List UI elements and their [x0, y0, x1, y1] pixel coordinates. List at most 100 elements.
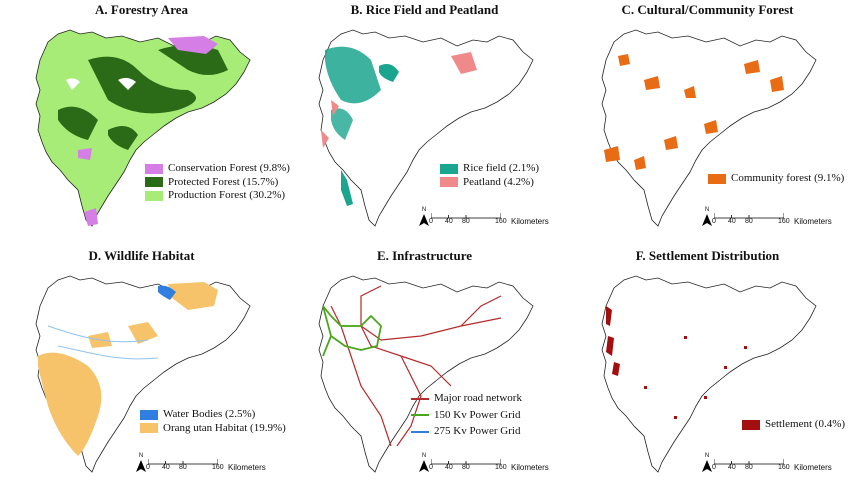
legend-item-protected-forest: Protected Forest (15.7%) — [145, 176, 290, 190]
scale-tick-label: 0 — [146, 464, 150, 471]
north-arrow: N — [700, 453, 714, 475]
scale-unit: Kilometers — [511, 217, 549, 226]
panel-infrastructure: E. Infrastructure Major road network 150… — [283, 246, 566, 491]
scale-bar: N 0 40 80 160 Kilometers — [700, 453, 850, 477]
legend-item-settlement: Settlement (0.4%) — [742, 418, 845, 432]
scale-ticks — [431, 213, 501, 219]
legend-swatch — [440, 163, 458, 174]
scale-tick-label: 160 — [495, 218, 507, 225]
legend-item-community-forest: Community forest (9.1%) — [708, 172, 844, 186]
panel-title: D. Wildlife Habitat — [88, 248, 195, 263]
legend: Rice field (2.1%) Peatland (4.2%) — [440, 162, 539, 189]
legend-label: Protected Forest (15.7%) — [168, 175, 279, 188]
legend-item-peatland: Peatland (4.2%) — [440, 176, 539, 190]
scale-labels: 0 40 80 160 — [427, 464, 509, 472]
legend-item-conservation-forest: Conservation Forest (9.8%) — [145, 162, 290, 176]
legend-item-major-road-network: Major road network — [411, 392, 522, 406]
north-arrow-icon — [702, 214, 712, 226]
scale-unit: Kilometers — [511, 463, 549, 472]
legend-swatch — [140, 409, 158, 420]
legend-label: Peatland (4.2%) — [463, 175, 534, 188]
scale-tick-label: 80 — [179, 464, 187, 471]
scale-tick-label: 40 — [728, 218, 736, 225]
legend-swatch — [145, 177, 163, 188]
panel-title: E. Infrastructure — [376, 248, 473, 263]
scale-ticks — [431, 459, 501, 465]
legend-item-water-bodies: Water Bodies (2.5%) — [140, 408, 286, 422]
north-arrow-icon — [419, 214, 429, 226]
scale-tick-label: 40 — [162, 464, 170, 471]
scale-tick-label: 40 — [728, 464, 736, 471]
north-label: N — [704, 453, 710, 459]
legend-swatch — [411, 430, 429, 433]
legend-swatch — [411, 414, 429, 417]
legend: Community forest (9.1%) — [708, 172, 844, 186]
scale-ticks — [148, 459, 218, 465]
north-arrow: N — [417, 207, 431, 229]
scale-labels: 0 40 80 160 — [144, 464, 226, 472]
north-arrow-icon — [419, 460, 429, 472]
legend: Water Bodies (2.5%) Orang utan Habitat (… — [140, 408, 286, 435]
north-arrow: N — [134, 453, 148, 475]
north-arrow: N — [700, 207, 714, 229]
scale-tick-label: 80 — [745, 218, 753, 225]
north-arrow: N — [417, 453, 431, 475]
panel-rice-field-peatland: B. Rice Field and Peatland Rice field (2… — [283, 0, 566, 245]
panel-wildlife-habitat: D. Wildlife Habitat Water Bodies (2.5%) … — [0, 246, 286, 491]
legend-label: Rice field (2.1%) — [463, 162, 540, 174]
legend-swatch — [145, 190, 163, 201]
scale-labels: 0 40 80 160 — [427, 218, 509, 226]
legend: Conservation Forest (9.8%) Protected For… — [145, 162, 290, 203]
legend-swatch — [411, 397, 429, 400]
legend: Settlement (0.4%) — [742, 418, 845, 432]
scale-bar: N 0 40 80 160 Kilometers — [417, 207, 567, 231]
legend-item-275kv-power-grid: 275 Kv Power Grid — [411, 425, 522, 439]
panel-community-forest: C. Cultural/Community Forest Community f… — [566, 0, 849, 245]
scale-ticks — [714, 459, 784, 465]
scale-tick-label: 160 — [212, 464, 224, 471]
legend-item-production-forest: Production Forest (30.2%) — [145, 189, 290, 203]
legend-label: Community forest (9.1%) — [731, 172, 845, 184]
north-label: N — [421, 207, 427, 213]
infrastructure-map — [318, 275, 534, 473]
scale-tick-label: 0 — [712, 464, 716, 471]
scale-tick-label: 160 — [778, 218, 790, 225]
legend-swatch — [708, 173, 726, 184]
legend-label: Major road network — [434, 392, 522, 404]
scale-tick-label: 160 — [778, 464, 790, 471]
scale-labels: 0 40 80 160 — [710, 464, 792, 472]
legend-label: 150 Kv Power Grid — [434, 408, 521, 421]
panel-title: A. Forestry Area — [94, 2, 189, 17]
scale-labels: 0 40 80 160 — [710, 218, 792, 226]
panel-title: C. Cultural/Community Forest — [621, 2, 794, 17]
scale-tick-label: 40 — [445, 464, 453, 471]
north-label: N — [138, 453, 144, 459]
legend-label: Water Bodies (2.5%) — [163, 408, 256, 420]
scale-unit: Kilometers — [794, 217, 832, 226]
legend-swatch — [742, 419, 760, 430]
scale-tick-label: 0 — [429, 218, 433, 225]
scale-tick-label: 80 — [462, 218, 470, 225]
panel-forestry-area: A. Forestry Area Conservation Forest (9.… — [0, 0, 290, 245]
forestry-map — [35, 29, 251, 227]
legend-label: 275 Kv Power Grid — [434, 425, 521, 437]
scale-ticks — [714, 213, 784, 219]
panel-title: B. Rice Field and Peatland — [350, 2, 499, 17]
north-label: N — [704, 207, 710, 213]
legend-label: Conservation Forest (9.8%) — [168, 162, 290, 174]
legend-item-150kv-power-grid: 150 Kv Power Grid — [411, 409, 522, 423]
rice-peat-map — [318, 29, 534, 227]
north-arrow-icon — [136, 460, 146, 472]
wildlife-habitat-map — [35, 275, 251, 473]
legend-swatch — [440, 177, 458, 188]
panel-title: F. Settlement Distribution — [635, 248, 780, 263]
scale-tick-label: 80 — [745, 464, 753, 471]
legend-item-rice-field: Rice field (2.1%) — [440, 162, 539, 176]
scale-unit: Kilometers — [794, 463, 832, 472]
legend-swatch — [145, 163, 163, 174]
scale-tick-label: 0 — [429, 464, 433, 471]
scale-tick-label: 160 — [495, 464, 507, 471]
legend-item-orang-utan-habitat: Orang utan Habitat (19.9%) — [140, 422, 286, 436]
legend-label: Settlement (0.4%) — [765, 418, 846, 430]
north-arrow-icon — [702, 460, 712, 472]
